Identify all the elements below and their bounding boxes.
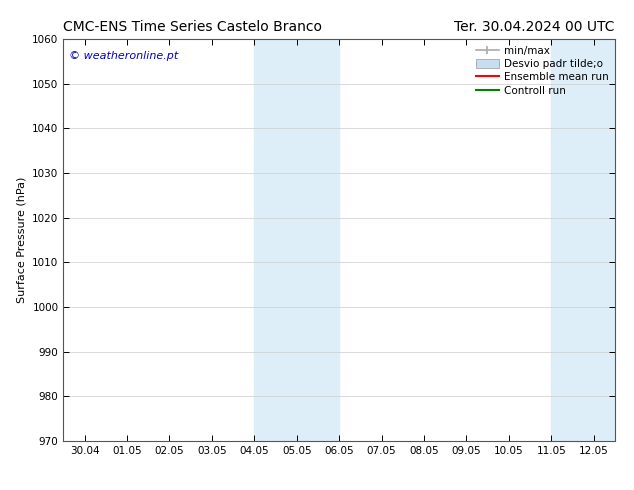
- Y-axis label: Surface Pressure (hPa): Surface Pressure (hPa): [16, 177, 27, 303]
- Text: © weatheronline.pt: © weatheronline.pt: [69, 51, 178, 61]
- Bar: [254, 39, 339, 441]
- Text: Ter. 30.04.2024 00 UTC: Ter. 30.04.2024 00 UTC: [455, 20, 615, 34]
- Legend: min/max, Desvio padr tilde;o, Ensemble mean run, Controll run: min/max, Desvio padr tilde;o, Ensemble m…: [472, 41, 613, 100]
- Text: CMC-ENS Time Series Castelo Branco: CMC-ENS Time Series Castelo Branco: [63, 20, 323, 34]
- Bar: [552, 39, 615, 441]
